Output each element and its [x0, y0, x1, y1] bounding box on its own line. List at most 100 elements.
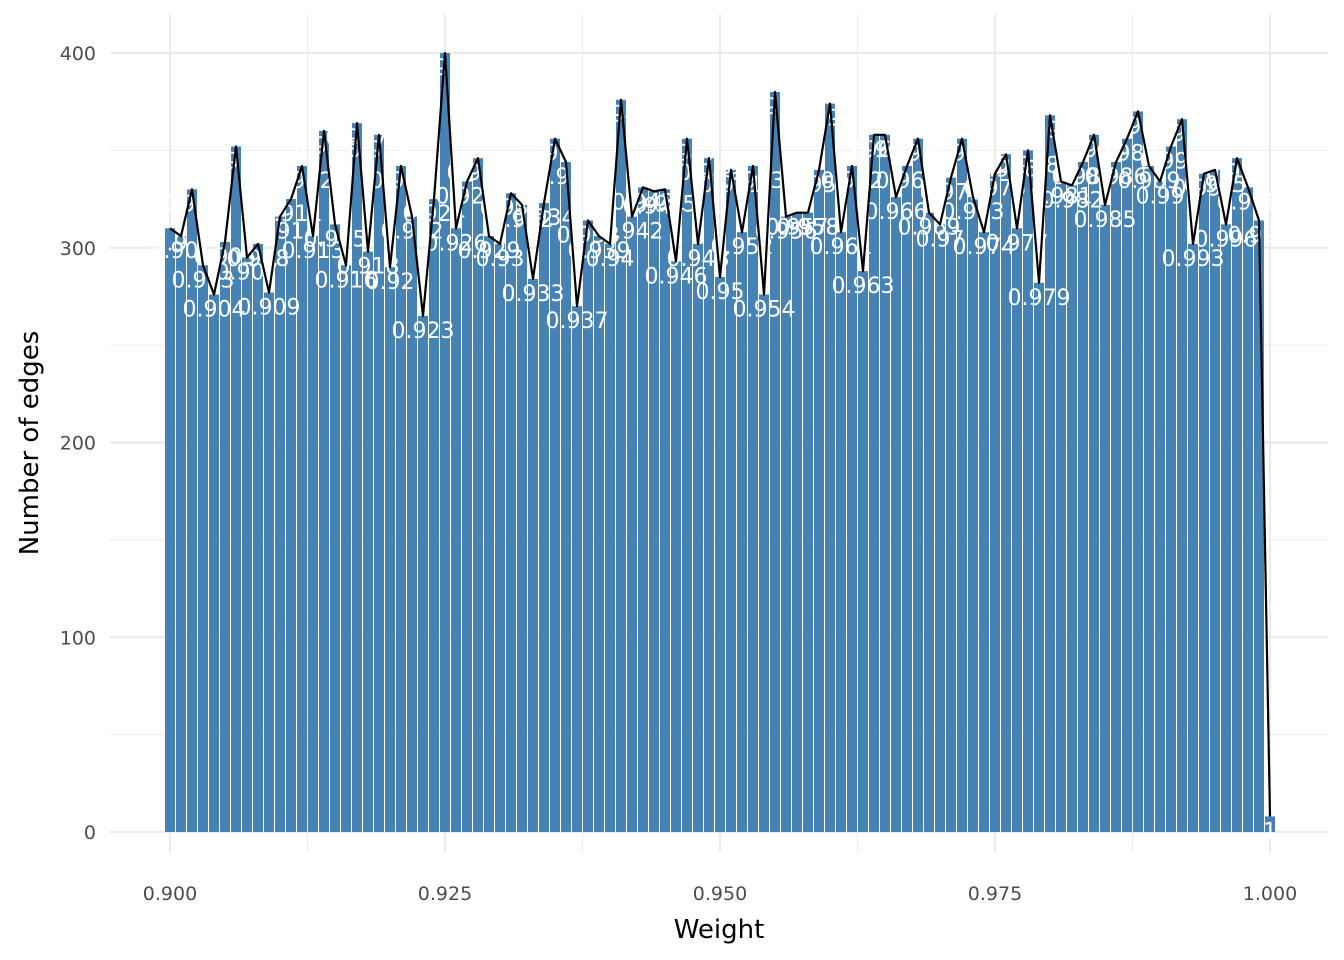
bar [1122, 138, 1132, 832]
bar [231, 146, 241, 833]
bar-label: 0.995 [1184, 173, 1247, 198]
bar [473, 158, 483, 833]
bar-label: 0.989 [1118, 169, 1181, 194]
bar [440, 53, 450, 832]
bar-label: 0.923 [392, 319, 455, 344]
bar [715, 276, 725, 832]
bar [770, 91, 780, 832]
bar [847, 165, 857, 832]
bar [737, 232, 747, 833]
bar [330, 224, 340, 832]
bar [858, 271, 868, 832]
bar-label: 0.958 [777, 216, 840, 241]
frequency-line [169, 51, 1272, 817]
bar-label: 0.983 [1052, 165, 1115, 190]
bar-label: 0.903 [172, 268, 235, 293]
bar [462, 181, 472, 832]
bar [418, 315, 428, 833]
bar [968, 197, 978, 833]
bar-label: 0.939 [568, 239, 631, 264]
bar [308, 236, 318, 832]
bar [495, 243, 505, 833]
bar-label: 0.95 [696, 280, 745, 305]
bar [616, 99, 626, 833]
bar-label: 0.907 [216, 260, 279, 285]
y-axis-title: Number of edges [15, 331, 45, 556]
bar-label: 0.984 [1063, 138, 1126, 163]
bar [253, 243, 263, 833]
bar [539, 202, 549, 832]
bar-label: 0.961 [810, 235, 873, 260]
bar [1133, 111, 1143, 833]
bar [220, 241, 230, 833]
bar-label: 0.963 [832, 274, 895, 299]
x-tick-label: 0.900 [143, 883, 197, 905]
bar [1188, 243, 1198, 833]
bar-label: 0.972 [931, 142, 994, 167]
bar [396, 165, 406, 832]
bar [814, 169, 824, 833]
bar [781, 216, 791, 833]
bar [583, 220, 593, 833]
bar-label: 0.904 [183, 297, 246, 322]
y-tick-label: 200 [60, 433, 96, 455]
y-tick-label: 400 [60, 43, 96, 65]
x-tick-label: 1.000 [1243, 883, 1297, 905]
bar [374, 134, 384, 833]
bar [385, 267, 395, 833]
bar [682, 138, 692, 832]
bar-label: 0.974 [953, 235, 1016, 260]
bar [946, 177, 956, 832]
bar [407, 216, 417, 833]
bar-label: 0.969 [898, 216, 961, 241]
bar [1100, 204, 1110, 832]
bar-label: 0.94 [586, 247, 635, 272]
bar [1243, 187, 1253, 832]
bar-label: 0.954 [733, 297, 796, 322]
bar-label: 0.916 [315, 268, 378, 293]
y-tick-label: 300 [60, 238, 96, 260]
bar-label: 0.957 [766, 216, 829, 241]
bar [1001, 154, 1011, 832]
bar [550, 138, 560, 832]
x-tick-label: 0.950 [693, 883, 747, 905]
bar [1232, 158, 1242, 833]
bar [1254, 220, 1264, 833]
bar [528, 278, 538, 832]
bar-label: 0.994 [1173, 177, 1236, 202]
bar-label: 0.97 [916, 227, 965, 252]
bar [1067, 185, 1077, 832]
bar-label: 0.926 [425, 231, 488, 256]
bar [264, 292, 274, 833]
bar [1045, 115, 1055, 832]
bar-label: 0.991 [1140, 149, 1203, 174]
bar-label: 0.927 [436, 185, 499, 210]
bar-label: 0.935 [524, 142, 587, 167]
bar-label: 0.929 [458, 239, 521, 264]
bar-label: 1 [1263, 819, 1277, 844]
bar [638, 187, 648, 832]
bar [913, 138, 923, 832]
x-tick-label: 0.975 [968, 883, 1022, 905]
bar [1166, 146, 1176, 833]
bar [792, 212, 802, 832]
bar [187, 189, 197, 832]
bar [748, 165, 758, 832]
bar [1144, 165, 1154, 832]
bar [517, 204, 527, 832]
bar [363, 251, 373, 832]
bar [891, 197, 901, 833]
bar [902, 165, 912, 832]
bar-label: 0.933 [502, 282, 565, 307]
bar [275, 216, 285, 833]
bar [1078, 162, 1088, 832]
bar [671, 261, 681, 832]
bar [352, 123, 362, 833]
bar-label: 0.985 [1074, 208, 1137, 233]
bar [990, 173, 1000, 832]
bar-label: 0.909 [238, 296, 301, 321]
bar [242, 257, 252, 832]
bar [759, 294, 769, 832]
bar-label: 0.946 [645, 264, 708, 289]
